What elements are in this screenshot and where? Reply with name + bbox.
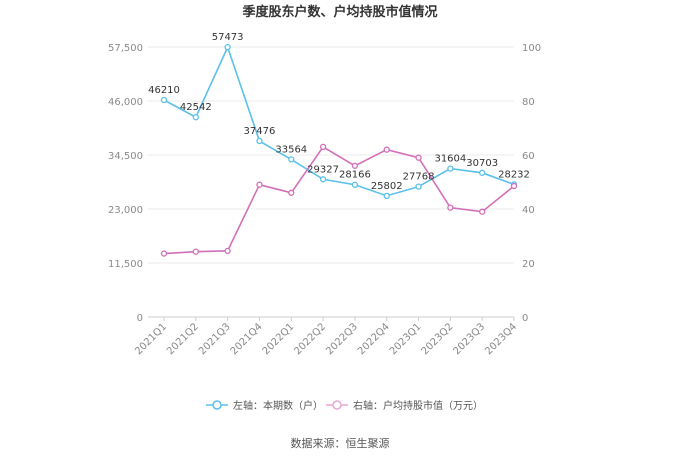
left-tick-label: 57,500 xyxy=(108,43,143,54)
households-data-label: 28232 xyxy=(498,169,530,180)
chart-title: 季度股东户数、户均持股市值情况 xyxy=(241,4,437,20)
x-tick-label: 2022Q2 xyxy=(292,321,328,357)
x-tick-label: 2022Q4 xyxy=(356,321,392,357)
right-tick-label: 60 xyxy=(522,151,535,162)
households-point xyxy=(160,96,168,104)
households-data-label: 42542 xyxy=(180,102,212,113)
households-data-label: 25802 xyxy=(371,181,403,192)
avg-holding-value-point xyxy=(224,247,231,255)
households-point xyxy=(288,156,295,163)
households-data-label: 57473 xyxy=(212,32,244,43)
households-data-label: 31604 xyxy=(434,154,466,165)
households-point xyxy=(256,137,263,145)
left-tick-label: 11,500 xyxy=(108,259,143,270)
households-point xyxy=(415,183,422,190)
households-data-label: 33564 xyxy=(275,144,307,155)
avg-holding-value-point xyxy=(160,250,168,257)
x-tick-label: 2021Q2 xyxy=(165,321,201,357)
series xyxy=(160,43,518,257)
households-data-label: 27768 xyxy=(403,172,435,183)
households-point xyxy=(224,43,231,51)
avg-holding-value-point xyxy=(510,182,518,190)
households-point xyxy=(351,181,359,188)
households-point xyxy=(479,169,486,176)
avg-holding-value-point xyxy=(319,143,327,151)
x-tick-label: 2021Q4 xyxy=(229,321,265,357)
legend-item-left-series[interactable]: 左轴：本期数（户） xyxy=(206,399,323,412)
right-tick-label: 40 xyxy=(522,205,535,216)
households-point xyxy=(447,165,454,172)
legend-label-right: 右轴：户均持股市值（万元） xyxy=(353,399,483,412)
left-axis-ticks: 0 11,500 23,000 34,500 46,000 57,500 xyxy=(108,43,143,324)
households-line xyxy=(163,44,515,197)
x-axis-ticks: 2021Q12021Q22021Q32021Q42022Q12022Q22022… xyxy=(133,317,519,357)
avg-holding-value-point xyxy=(447,204,454,211)
legend: 左轴：本期数（户） 右轴：户均持股市值（万元） xyxy=(206,399,483,412)
households-data-label: 46210 xyxy=(148,85,180,96)
avg-holding-value-point xyxy=(192,248,199,255)
avg-holding-value-point xyxy=(256,181,263,188)
x-tick-label: 2022Q3 xyxy=(324,321,360,357)
right-tick-label: 100 xyxy=(522,43,541,54)
legend-item-right-series[interactable]: 右轴：户均持股市值（万元） xyxy=(326,399,483,412)
right-tick-label: 80 xyxy=(522,97,535,108)
households-data-label: 28166 xyxy=(339,170,371,181)
left-tick-label: 46,000 xyxy=(108,97,143,108)
left-tick-label: 34,500 xyxy=(108,151,143,162)
right-tick-label: 0 xyxy=(522,313,528,324)
avg-holding-value-point xyxy=(415,154,422,161)
data-source: 数据来源：恒生聚源 xyxy=(291,436,390,450)
grid xyxy=(148,46,514,318)
avg-holding-value-point xyxy=(288,189,295,196)
legend-marker-right xyxy=(332,400,342,410)
households-data-label: 37476 xyxy=(244,126,276,137)
households-point xyxy=(383,192,390,199)
avg-holding-value-point xyxy=(351,162,359,169)
x-tick-label: 2023Q2 xyxy=(420,321,456,357)
x-tick-label: 2022Q1 xyxy=(261,321,297,357)
left-tick-label: 0 xyxy=(137,313,143,324)
x-tick-label: 2023Q4 xyxy=(483,321,519,357)
households-data-label: 29327 xyxy=(307,164,339,175)
right-axis-ticks: 0 20 40 60 80 100 xyxy=(522,43,541,324)
households-point xyxy=(192,114,199,121)
x-tick-label: 2023Q3 xyxy=(451,321,487,357)
legend-marker-left xyxy=(212,400,222,410)
avg-holding-value-point xyxy=(479,208,486,215)
households-point xyxy=(319,176,327,183)
avg-holding-value-line xyxy=(163,145,515,255)
right-tick-label: 20 xyxy=(522,259,535,270)
x-tick-label: 2023Q1 xyxy=(388,321,424,357)
households-data-label: 30703 xyxy=(466,158,498,169)
x-tick-label: 2021Q1 xyxy=(133,321,169,357)
legend-label-left: 左轴：本期数（户） xyxy=(233,399,323,412)
avg-holding-value-point xyxy=(383,146,390,153)
left-tick-label: 23,000 xyxy=(108,205,143,216)
x-tick-label: 2021Q3 xyxy=(197,321,233,357)
